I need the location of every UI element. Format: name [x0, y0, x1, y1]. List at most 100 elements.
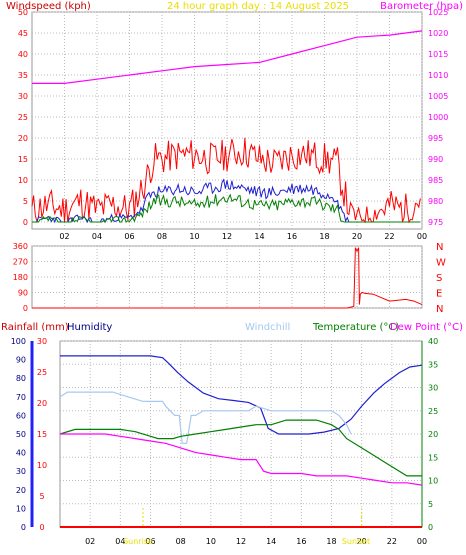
rainfall-tick-label: 30	[37, 337, 47, 346]
direction-tick-label: 270	[13, 258, 28, 267]
compass-label: N	[436, 304, 443, 315]
temperature-tick-label: 0	[428, 523, 433, 532]
humidity-tick-label: 20	[16, 486, 26, 495]
compass-label: S	[436, 273, 442, 284]
hour-tick-label: 22	[387, 537, 397, 546]
barometer-tick-label: 990	[428, 155, 443, 164]
direction-tick-label: 90	[18, 289, 28, 298]
hour-tick-label: 06	[124, 232, 134, 241]
windspeed-tick-label: 30	[18, 92, 28, 101]
sunset-label: SunSet	[342, 537, 370, 546]
temp-humidity-tick-labels: 0510152025303540010203040506070809010005…	[11, 337, 438, 546]
wind-baro-tick-labels: 0510152025303540455097598098599099510001…	[18, 8, 449, 241]
barometer-tick-label: 1005	[428, 92, 448, 101]
barometer-tick-label: 1025	[428, 8, 448, 17]
temperature-label: Temperature (°C)	[312, 322, 399, 333]
wind-direction-grid	[32, 245, 423, 309]
windspeed-tick-label: 50	[18, 8, 28, 17]
temperature-tick-label: 35	[428, 360, 438, 369]
barometer-tick-label: 980	[428, 197, 443, 206]
temp-humidity-series	[59, 355, 423, 528]
temperature-tick-label: 10	[428, 477, 438, 486]
hour-tick-label: 08	[176, 537, 186, 546]
direction-tick-label: 180	[13, 273, 28, 282]
graph-title: 24 hour graph day : 14 August 2025	[167, 1, 349, 12]
barometer-tick-label: 975	[428, 218, 443, 227]
compass-label: W	[436, 258, 446, 269]
humidity-tick-label: 0	[21, 523, 26, 532]
hour-tick-label: 20	[357, 537, 367, 546]
windspeed-tick-label: 10	[18, 176, 28, 185]
windspeed-tick-label: 25	[18, 113, 28, 122]
hour-tick-label: 10	[189, 232, 199, 241]
windspeed-tick-label: 15	[18, 155, 28, 164]
temperature-tick-label: 30	[428, 384, 438, 393]
temperature-tick-label: 40	[428, 337, 438, 346]
temperature-tick-label: 5	[428, 500, 433, 509]
series-line	[59, 391, 352, 444]
rainfall-tick-label: 0	[39, 523, 44, 532]
wind-direction-line	[32, 247, 423, 309]
humidity-tick-label: 60	[16, 411, 26, 420]
series-line	[59, 419, 422, 477]
windspeed-tick-label: 45	[18, 29, 28, 38]
barometer-tick-label: 995	[428, 134, 443, 143]
hour-tick-label: 14	[254, 232, 264, 241]
hour-tick-label: 22	[384, 232, 394, 241]
temperature-tick-label: 15	[428, 453, 438, 462]
hour-tick-label: 04	[115, 537, 125, 546]
series-line	[60, 433, 423, 486]
humidity-tick-label: 10	[16, 504, 26, 513]
windspeed-tick-label: 40	[18, 50, 28, 59]
windspeed-tick-label: 5	[23, 197, 28, 206]
barometer-tick-label: 1015	[428, 50, 448, 59]
compass-label: E	[436, 289, 442, 300]
hour-tick-label: 02	[59, 232, 69, 241]
rainfall-tick-label: 25	[37, 368, 47, 377]
rainfall-tick-label: 5	[39, 492, 44, 501]
barometer-axis-label: Barometer (hpa)	[380, 1, 463, 12]
windspeed-axis-label: Windspeed (kph)	[6, 1, 91, 12]
windspeed-tick-label: 35	[18, 71, 28, 80]
humidity-tick-label: 30	[16, 467, 26, 476]
windchill-label: Windchill	[245, 322, 290, 333]
rainfall-tick-label: 10	[37, 461, 47, 470]
compass-label: N	[436, 242, 443, 253]
direction-tick-label: 360	[13, 242, 28, 251]
hour-tick-label: 12	[222, 232, 232, 241]
hour-tick-label: 00	[417, 537, 427, 546]
sunrise-label: Sunrise	[123, 537, 153, 546]
direction-tick-label: 0	[23, 304, 28, 313]
rainfall-label: Rainfall (mm)	[1, 322, 69, 333]
series-line	[60, 355, 423, 435]
wind-baro-series	[31, 30, 423, 224]
humidity-label: Humidity	[67, 322, 112, 333]
barometer-tick-label: 985	[428, 176, 443, 185]
humidity-tick-label: 50	[16, 430, 26, 439]
windspeed-tick-label: 0	[23, 218, 28, 227]
rainfall-tick-label: 15	[37, 430, 47, 439]
hour-tick-label: 04	[92, 232, 102, 241]
hour-tick-label: 16	[296, 537, 306, 546]
wind-series-line	[32, 193, 421, 223]
temp-humidity-grid	[60, 340, 423, 528]
hour-tick-label: 14	[266, 537, 276, 546]
hour-tick-label: 12	[236, 537, 246, 546]
rainfall-tick-label: 20	[37, 399, 47, 408]
barometer-tick-label: 1020	[428, 29, 448, 38]
hour-tick-label: 02	[85, 537, 95, 546]
hour-tick-label: 06	[145, 537, 155, 546]
wind-direction-series	[32, 247, 423, 309]
barometer-tick-label: 1010	[428, 71, 448, 80]
hour-tick-label: 18	[319, 232, 329, 241]
humidity-tick-label: 90	[16, 356, 26, 365]
humidity-tick-label: 100	[11, 337, 26, 346]
dewpoint-label: Dew Point (°C)	[390, 322, 463, 333]
hour-tick-label: 08	[157, 232, 167, 241]
temperature-tick-label: 20	[428, 430, 438, 439]
temperature-tick-label: 25	[428, 407, 438, 416]
barometer-tick-label: 1000	[428, 113, 448, 122]
